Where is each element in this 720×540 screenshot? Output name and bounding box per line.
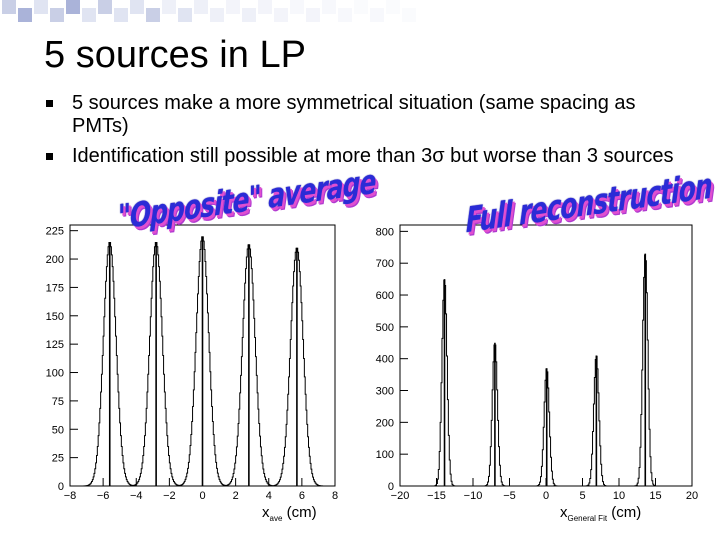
bullet-item: 5 sources make a more symmetrical situat…: [44, 92, 684, 138]
y-tick-label: 225: [46, 226, 64, 238]
y-tick-label: 300: [376, 386, 394, 398]
y-tick-label: 700: [376, 258, 394, 270]
x-tick-label: 8: [332, 490, 338, 502]
header-decoration: [0, 0, 720, 36]
x-tick-label: 15: [649, 490, 661, 502]
y-tick-label: 75: [52, 396, 64, 408]
y-tick-label: 150: [46, 311, 64, 323]
y-tick-label: 125: [46, 339, 64, 351]
x-tick-label: 20: [686, 490, 698, 502]
x-axis-label-main: x: [560, 504, 568, 521]
y-tick-label: 400: [376, 354, 394, 366]
y-tick-label: 175: [46, 282, 64, 294]
bullet-list: 5 sources make a more symmetrical situat…: [44, 92, 684, 175]
y-tick-label: 200: [376, 417, 394, 429]
x-tick-label: −4: [130, 490, 143, 502]
x-tick-label: 10: [613, 490, 625, 502]
y-tick-label: 50: [52, 424, 64, 436]
x-tick-label: −20: [391, 490, 410, 502]
y-tick-label: 0: [388, 481, 394, 493]
x-tick-label: 6: [299, 490, 305, 502]
x-axis-label-unit: (cm): [286, 504, 317, 521]
x-tick-label: −6: [97, 490, 110, 502]
x-axis-label-sub: ave: [269, 514, 283, 523]
x-tick-label: 0: [543, 490, 549, 502]
histogram-series: [70, 236, 335, 487]
y-tick-label: 0: [58, 481, 64, 493]
x-tick-label: −10: [464, 490, 483, 502]
y-tick-label: 800: [376, 226, 394, 238]
y-tick-label: 500: [376, 322, 394, 334]
x-tick-label: −5: [503, 490, 516, 502]
bullet-square-icon: [46, 153, 53, 160]
y-tick-label: 600: [376, 290, 394, 302]
x-tick-label: −2: [163, 490, 176, 502]
x-tick-label: −8: [64, 490, 77, 502]
bullet-square-icon: [46, 100, 53, 107]
bullet-text: Identification still possible at more th…: [72, 145, 674, 167]
bullet-text: 5 sources make a more symmetrical situat…: [72, 92, 636, 137]
bullet-item: Identification still possible at more th…: [44, 145, 684, 168]
x-tick-label: 5: [579, 490, 585, 502]
slide-title: 5 sources in LP: [44, 34, 306, 76]
x-axis-label-sub: General Fit: [567, 514, 608, 523]
x-tick-label: 0: [199, 490, 205, 502]
x-axis-label-unit: (cm): [611, 504, 642, 521]
y-tick-label: 100: [376, 449, 394, 461]
x-tick-label: 4: [266, 490, 272, 502]
y-tick-label: 25: [52, 453, 64, 465]
y-tick-label: 200: [46, 254, 64, 266]
x-axis-label-left: xave (cm): [262, 504, 317, 523]
x-axis-label-right: xGeneral Fit (cm): [560, 504, 641, 523]
x-axis-label-main: x: [262, 504, 270, 521]
y-tick-label: 100: [46, 368, 64, 380]
x-tick-label: −15: [427, 490, 446, 502]
x-tick-label: 2: [233, 490, 239, 502]
